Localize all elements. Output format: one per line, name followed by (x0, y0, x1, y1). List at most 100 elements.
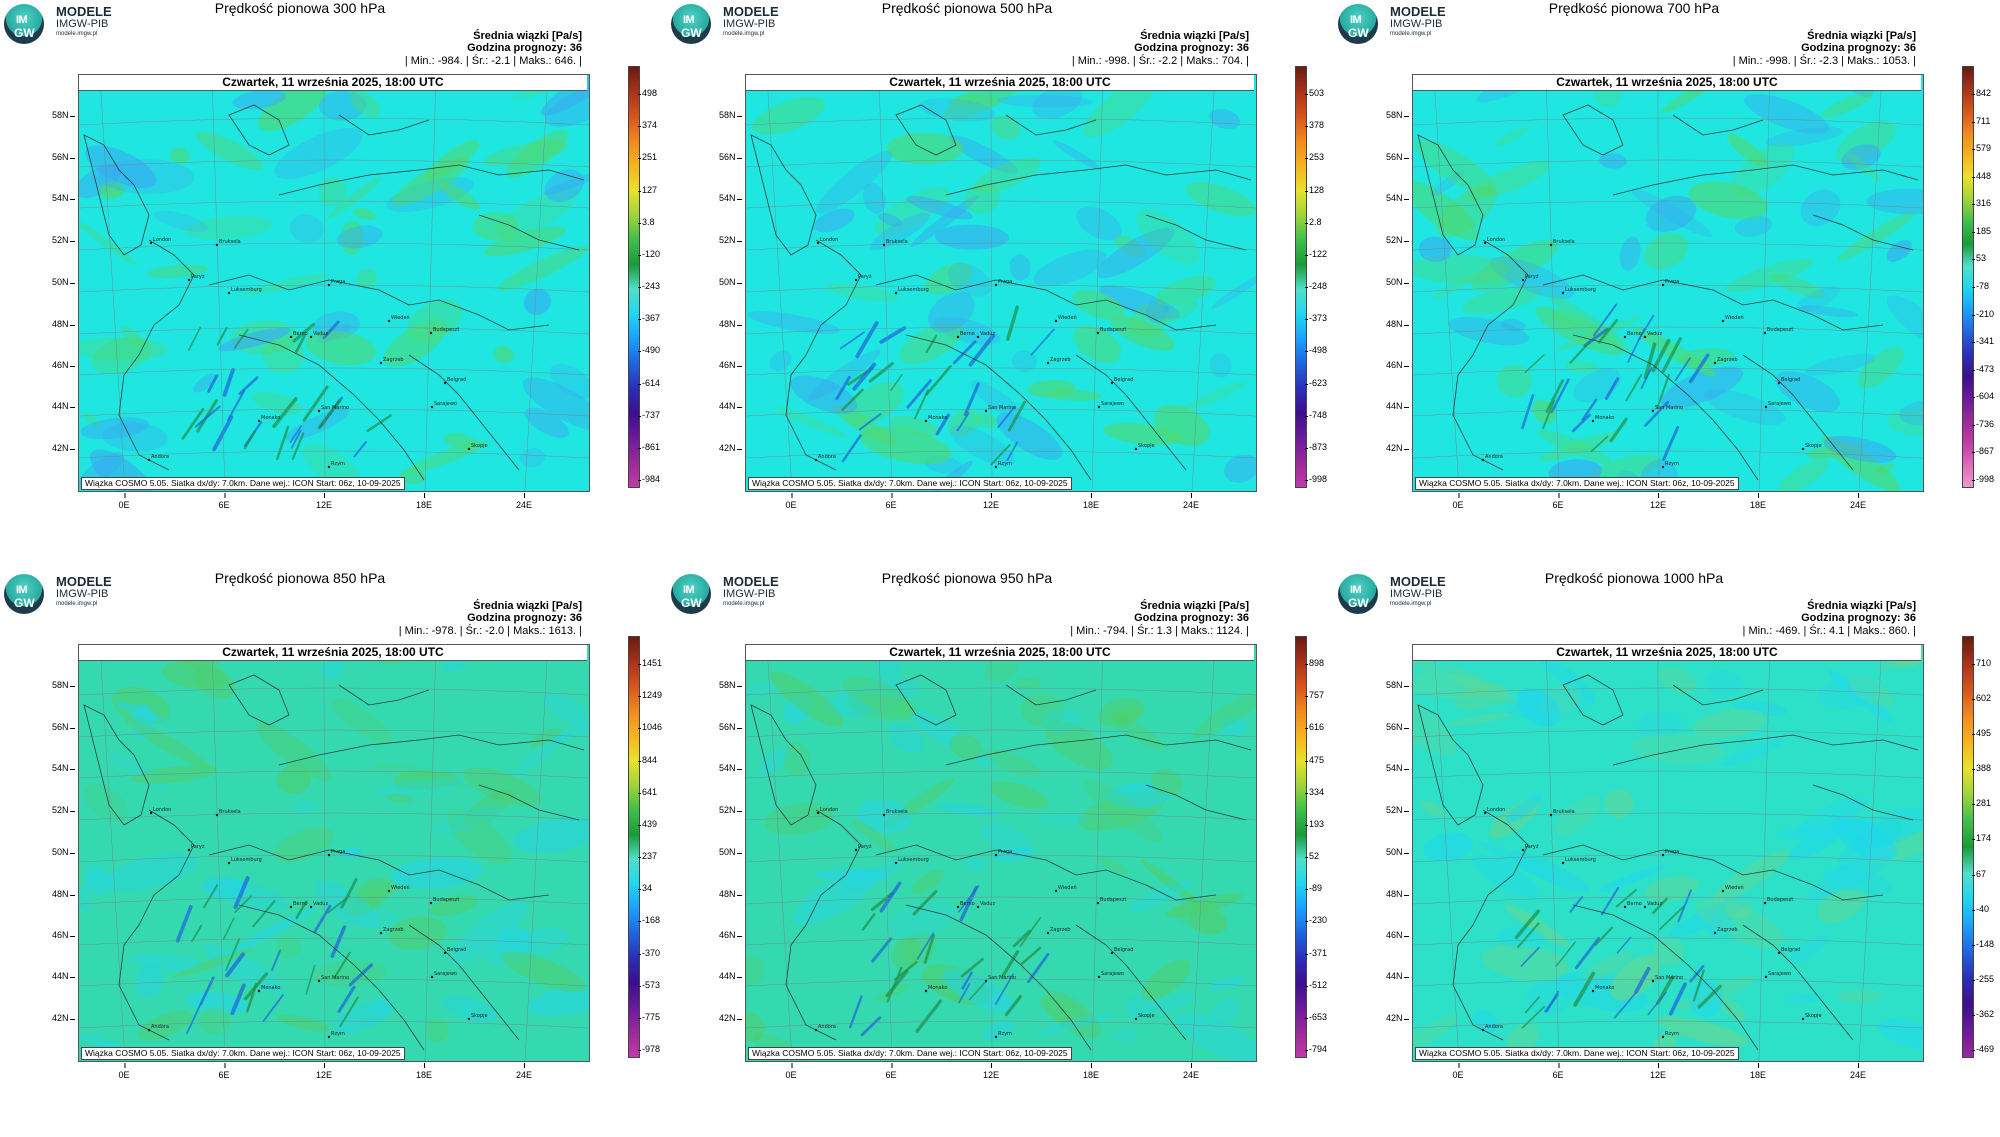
forecast-hour: Godzina prognozy: 36 (1134, 612, 1249, 624)
colorbar-tick-label: 498 (637, 88, 658, 98)
colorbar-tick-label: -371 (1304, 947, 1328, 958)
city-label: Zagrzeb (1717, 927, 1738, 933)
latitude-label: 48N (719, 889, 741, 899)
latitude-label: 50N (719, 277, 741, 287)
city-label: Monako (1595, 985, 1614, 991)
city-label: San Marino (321, 975, 349, 981)
colorbar-tick-label: 378 (1304, 120, 1325, 131)
logo-text-top: IM (16, 584, 28, 596)
imgw-logo-icon: IM GW (671, 4, 711, 44)
city-label: Praga (998, 279, 1012, 285)
city-dot (1096, 331, 1100, 335)
city-label: Luksemburg (898, 287, 929, 293)
forecast-panel-700hpa: IM GW MODELE IMGW-PIB modele.imgw.pl Prę… (1334, 0, 1994, 560)
latitude-label: 44N (1386, 971, 1408, 981)
latitude-label: 42N (52, 1013, 74, 1023)
colorbar-tick-label: -89 (1304, 883, 1323, 894)
city-dot (257, 989, 261, 993)
panel-title: Prędkość pionowa 500 hPa (881, 0, 1053, 16)
latitude-label: 48N (719, 319, 741, 329)
colorbar-tick-label: 52 (1304, 851, 1320, 861)
latitude-label: 56N (52, 722, 74, 732)
colorbar-tick-label: -861 (637, 441, 661, 452)
city-label: Bruksela (219, 239, 241, 245)
latitude-label: 50N (52, 277, 74, 287)
city-dot (1591, 989, 1595, 993)
city-dot (1777, 951, 1781, 955)
colorbar-tick-label: -736 (1971, 418, 1995, 429)
longitude-label: 18E (1749, 493, 1767, 510)
latitude-label: 46N (52, 360, 74, 370)
city-dot (882, 813, 886, 817)
latitude-label: 58N (1386, 110, 1408, 120)
city-dot (1651, 979, 1655, 983)
colorbar-tick-label: 1249 (637, 690, 663, 701)
latitude-label: 56N (1386, 722, 1408, 732)
colorbar-tick-label: -148 (1971, 938, 1995, 949)
units-subtitle: Średnia wiązki [Pa/s] (1807, 600, 1916, 612)
city-label: Andora (1485, 454, 1503, 460)
org-website: modele.imgw.pl (1390, 601, 1432, 607)
colorbar (628, 66, 640, 488)
city-dot (984, 979, 988, 983)
colorbar-tick-label: 253 (1304, 152, 1325, 163)
city-dot (816, 241, 820, 245)
city-dot (149, 241, 153, 245)
city-dot (257, 419, 261, 423)
colorbar-tick-label: -122 (1304, 248, 1328, 259)
colorbar-tick-label: 602 (1971, 693, 1992, 704)
stats-line: | Min.: -794. | Śr.: 1.3 | Maks.: 1124. … (1070, 625, 1249, 637)
forecast-panel-950hpa: IM GW MODELE IMGW-PIB modele.imgw.pl Prę… (667, 570, 1327, 1130)
logo-text-bottom: GW (14, 26, 35, 40)
city-label: Rzym (1665, 461, 1679, 467)
city-dot (1661, 853, 1665, 857)
latitude-label: 42N (719, 1013, 741, 1023)
city-dot (1777, 381, 1781, 385)
city-label: Vaduz (313, 331, 328, 337)
latitude-label: 48N (1386, 889, 1408, 899)
city-label: San Marino (1655, 975, 1683, 981)
panel-title: Prędkość pionowa 1000 hPa (1544, 570, 1724, 586)
latitude-label: 42N (1386, 443, 1408, 453)
stats-line: | Min.: -978. | Śr.: -2.0 | Maks.: 1613.… (398, 625, 582, 637)
colorbar-tick-label: 128 (1304, 184, 1325, 195)
longitude-label: 6E (885, 493, 897, 510)
colorbar-tick-label: -40 (1971, 903, 1990, 914)
city-dot (976, 335, 980, 339)
city-dot (1801, 447, 1805, 451)
city-dot (994, 853, 998, 857)
org-subname: IMGW-PIB (723, 588, 776, 600)
colorbar-tick-label: -78 (1971, 281, 1990, 291)
city-dot (854, 278, 858, 282)
city-dot (1643, 335, 1647, 339)
colorbar-tick-label: -498 (1304, 345, 1328, 356)
city-dot (882, 243, 886, 247)
city-label: Andora (1485, 1024, 1503, 1030)
colorbar-tick-label: 503 (1304, 88, 1325, 98)
forecast-panel-850hpa: IM GW MODELE IMGW-PIB modele.imgw.pl Prę… (0, 570, 663, 1130)
city-dot (147, 1028, 151, 1032)
latitude-label: 50N (52, 847, 74, 857)
city-dot (924, 989, 928, 993)
city-dot (1054, 889, 1058, 893)
city-dot (1661, 283, 1665, 287)
city-dot (1721, 319, 1725, 323)
city-dot (289, 905, 293, 909)
latitude-label: 46N (1386, 360, 1408, 370)
city-dot (379, 931, 383, 935)
city-label: Monako (261, 985, 280, 991)
colorbar-tick-label: -490 (637, 345, 661, 356)
city-label: Rzym (998, 461, 1012, 467)
city-label: Wiedeń (1058, 314, 1077, 321)
city-dot (379, 361, 383, 365)
city-label: Skopje (1805, 443, 1822, 449)
colorbar-tick-label: -120 (637, 248, 661, 259)
longitude-label: 12E (982, 1063, 1000, 1080)
city-label: San Marino (321, 405, 349, 411)
colorbar-tick-label: 53 (1971, 253, 1987, 264)
colorbar-tick-label: 316 (1971, 198, 1992, 209)
city-label: Berno (960, 331, 975, 337)
latitude-label: 54N (1386, 763, 1408, 773)
longitude-label: 12E (315, 493, 333, 510)
city-label: Sarajewo (1101, 971, 1124, 977)
